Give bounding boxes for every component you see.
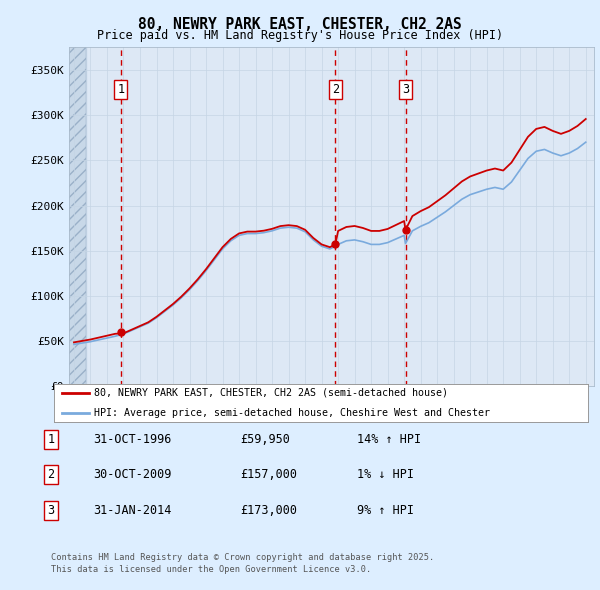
Text: 80, NEWRY PARK EAST, CHESTER, CH2 2AS (semi-detached house): 80, NEWRY PARK EAST, CHESTER, CH2 2AS (s… (94, 388, 448, 398)
Text: Contains HM Land Registry data © Crown copyright and database right 2025.: Contains HM Land Registry data © Crown c… (51, 553, 434, 562)
Text: £173,000: £173,000 (240, 504, 297, 517)
Text: 2: 2 (332, 83, 339, 96)
Text: Price paid vs. HM Land Registry's House Price Index (HPI): Price paid vs. HM Land Registry's House … (97, 30, 503, 42)
Text: 1% ↓ HPI: 1% ↓ HPI (357, 468, 414, 481)
Text: £59,950: £59,950 (240, 433, 290, 446)
Bar (69, 47, 86, 386)
Text: HPI: Average price, semi-detached house, Cheshire West and Chester: HPI: Average price, semi-detached house,… (94, 408, 490, 418)
Text: 14% ↑ HPI: 14% ↑ HPI (357, 433, 421, 446)
Text: 1: 1 (117, 83, 124, 96)
Text: £157,000: £157,000 (240, 468, 297, 481)
Text: 1: 1 (47, 433, 55, 446)
Text: 80, NEWRY PARK EAST, CHESTER, CH2 2AS: 80, NEWRY PARK EAST, CHESTER, CH2 2AS (138, 17, 462, 31)
Text: This data is licensed under the Open Government Licence v3.0.: This data is licensed under the Open Gov… (51, 565, 371, 574)
Text: 3: 3 (402, 83, 409, 96)
Text: 9% ↑ HPI: 9% ↑ HPI (357, 504, 414, 517)
Text: 31-OCT-1996: 31-OCT-1996 (93, 433, 172, 446)
Text: 31-JAN-2014: 31-JAN-2014 (93, 504, 172, 517)
Bar (69, 47, 86, 386)
Text: 2: 2 (47, 468, 55, 481)
Text: 30-OCT-2009: 30-OCT-2009 (93, 468, 172, 481)
Text: 3: 3 (47, 504, 55, 517)
